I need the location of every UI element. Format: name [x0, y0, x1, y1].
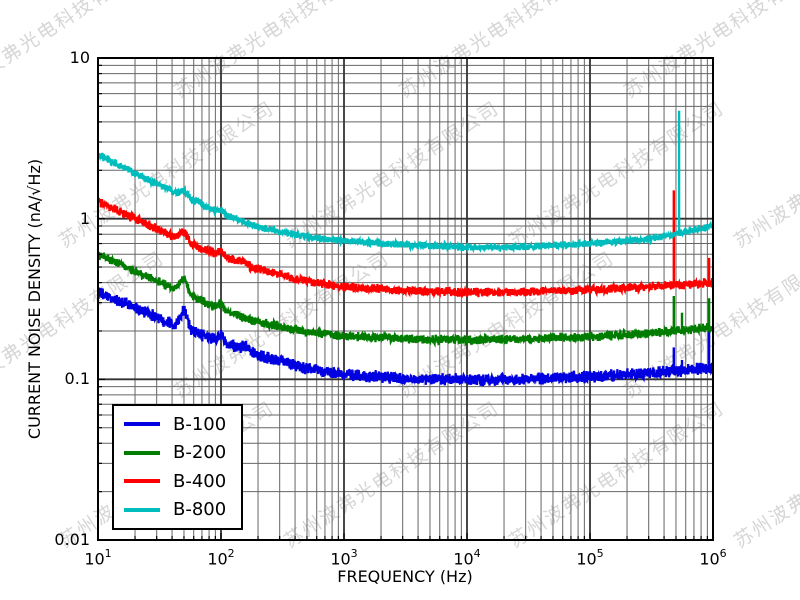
y-axis-title: CURRENT NOISE DENSITY (nA/√Hz) [25, 158, 44, 440]
x-tick-label-10e2: 102 [207, 547, 235, 569]
x-tick-label-10e6: 106 [699, 547, 727, 569]
y-tick-label-0.01: 0.01 [54, 530, 90, 549]
legend-label: B-200 [173, 442, 227, 464]
curve-B-800 [98, 152, 713, 254]
tick-marks [97, 57, 714, 541]
curve-B-200 [98, 250, 713, 348]
x-axis-title: FREQUENCY (Hz) [337, 567, 473, 586]
curve-B-400 [98, 197, 713, 299]
series-curves [98, 110, 713, 387]
legend-item-B-800: B-800 [124, 499, 241, 520]
x-tick-label-10e4: 104 [453, 547, 481, 569]
minor-gridlines [98, 58, 713, 540]
x-tick-label-10e1: 101 [84, 547, 112, 569]
legend-item-B-100: B-100 [124, 414, 241, 435]
legend-line-swatch-B-800 [124, 507, 160, 512]
legend-label: B-800 [173, 499, 227, 521]
y-tick-label-1: 1 [79, 208, 90, 228]
legend-line-swatch-B-100 [124, 422, 160, 427]
axes-frame [97, 57, 714, 541]
legend-line-swatch-B-200 [124, 450, 160, 455]
legend: B-100 B-200 B-400 B-800 [112, 404, 243, 530]
curve-B-100 [98, 286, 713, 387]
x-tick-label-10e3: 103 [330, 547, 358, 569]
legend-line-swatch-B-400 [124, 479, 160, 484]
legend-item-B-200: B-200 [124, 442, 241, 463]
legend-label: B-400 [173, 470, 227, 492]
legend-label: B-100 [173, 413, 227, 435]
y-tick-label-10: 10 [69, 48, 90, 67]
legend-item-B-400: B-400 [124, 471, 241, 492]
x-tick-label-10e5: 105 [576, 547, 604, 569]
y-tick-label-0.1: 0.1 [64, 369, 90, 389]
